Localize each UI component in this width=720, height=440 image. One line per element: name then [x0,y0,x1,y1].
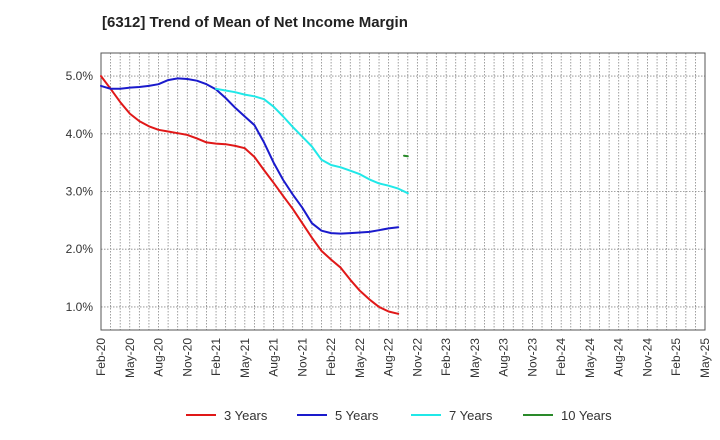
x-tick-label: Feb-20 [94,338,108,376]
x-tick-label: Nov-24 [640,338,654,377]
x-tick-label: May-24 [583,338,597,378]
x-tick-label: Aug-20 [152,338,166,377]
x-axis-ticks: Feb-20 May-20 Aug-20 Nov-20 Feb-21 May-21 Aug-… [94,338,712,378]
x-tick-label: Feb-22 [324,338,338,376]
x-tick-label: Feb-21 [209,338,223,376]
legend-label: 5 Years [335,408,379,423]
x-tick-label: Nov-20 [180,338,194,377]
x-tick-label: Nov-23 [525,338,539,377]
y-tick-label: 5.0% [66,69,94,83]
x-tick-label: May-21 [238,338,252,378]
legend: 3 Years 5 Years 7 Years 10 Years [186,408,612,423]
y-tick-label: 1.0% [66,300,94,314]
series-line-3-years [100,75,400,315]
series-lines [100,75,409,315]
series-line-7-years [215,87,409,195]
x-tick-label: Aug-23 [497,338,511,377]
x-tick-label: Aug-22 [382,338,396,377]
x-tick-label: May-25 [698,338,712,378]
legend-label: 3 Years [224,408,268,423]
x-tick-label: Feb-23 [439,338,453,376]
legend-label: 7 Years [449,408,493,423]
y-tick-label: 2.0% [66,242,94,256]
x-tick-label: May-22 [353,338,367,378]
x-tick-label: Feb-25 [669,338,683,376]
plot-area-border [100,52,706,331]
x-tick-label: May-20 [123,338,137,378]
y-tick-label: 3.0% [66,185,94,199]
chart-title: [6312] Trend of Mean of Net Income Margi… [102,14,408,31]
legend-label: 10 Years [561,408,612,423]
x-tick-label: Aug-24 [612,338,626,377]
x-tick-label: May-23 [468,338,482,378]
x-tick-label: Nov-22 [410,338,424,377]
y-tick-label: 4.0% [66,127,94,141]
series-line-10-years [403,154,409,158]
x-tick-label: Nov-21 [295,338,309,377]
y-axis-ticks: 1.0% 2.0% 3.0% 4.0% 5.0% [66,69,94,314]
x-tick-label: Feb-24 [554,338,568,376]
x-tick-label: Aug-21 [267,338,281,377]
series-line-5-years [100,77,400,235]
